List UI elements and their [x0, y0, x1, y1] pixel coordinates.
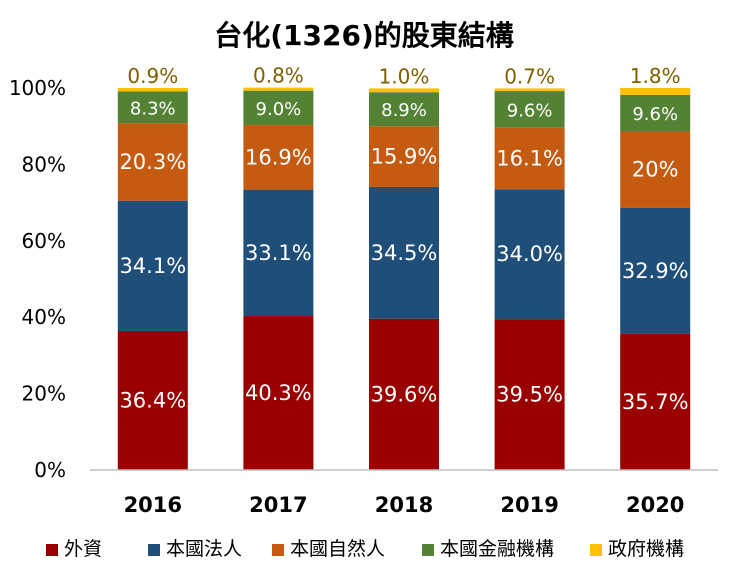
data-label: 32.9%: [622, 259, 689, 283]
data-label: 1.8%: [630, 64, 681, 88]
bar-segment: [620, 333, 691, 470]
bar-segment: [117, 200, 188, 331]
bar-segment: [494, 127, 565, 190]
data-label: 0.8%: [253, 64, 304, 88]
data-label: 8.3%: [130, 98, 176, 119]
bar-segment: [369, 318, 439, 470]
x-axis: 2016 2017 2018 2019 2020: [90, 469, 718, 517]
bar-segment: [243, 125, 314, 190]
bar-segment: [494, 91, 565, 128]
x-tick-label: 2018: [375, 493, 433, 517]
legend-swatch: [272, 544, 284, 556]
bar-segment: [620, 207, 691, 334]
data-label: 34.0%: [496, 242, 563, 266]
data-label: 39.6%: [371, 382, 438, 406]
y-tick-label: 80%: [22, 152, 66, 176]
y-tick-label: 60%: [22, 229, 66, 253]
data-label: 20%: [632, 158, 679, 182]
data-label: 1.0%: [379, 64, 430, 88]
y-tick-label: 0%: [34, 458, 66, 482]
bar-segment: [369, 92, 439, 127]
legend-swatch: [46, 544, 58, 556]
data-label: 40.3%: [245, 381, 312, 405]
data-label: 20.3%: [119, 150, 186, 174]
legend-swatch: [148, 544, 160, 556]
data-label: 36.4%: [119, 388, 186, 412]
x-tick-label: 2016: [124, 493, 182, 517]
legend-swatch: [422, 544, 434, 556]
data-label: 8.9%: [381, 100, 427, 121]
legend-label: 本國金融機構: [440, 538, 554, 560]
bars: 36.4% 34.1% 20.3% 8.3% 0.9% 40.3% 33.1% 16.9% 9.…: [117, 64, 691, 470]
data-label: 34.1%: [119, 254, 186, 278]
x-tick-label: 2017: [249, 493, 307, 517]
bar-segment: [117, 330, 188, 470]
data-label: 16.9%: [245, 145, 312, 169]
bar-segment: [494, 319, 565, 470]
bar-segment: [620, 94, 691, 132]
legend-label: 本國法人: [166, 538, 242, 560]
bar-segment: [243, 189, 314, 317]
data-label: 9.6%: [507, 100, 553, 121]
bar-segment: [117, 123, 188, 201]
legend-label: 本國自然人: [290, 538, 385, 560]
x-tick-label: 2020: [626, 493, 684, 517]
data-label: 9.6%: [632, 104, 678, 125]
y-tick-label: 100%: [9, 76, 66, 100]
data-label: 9.0%: [256, 99, 302, 120]
x-tick-label: 2019: [500, 493, 558, 517]
legend-label: 政府機構: [608, 538, 684, 560]
bar-segment: [117, 88, 188, 92]
bar-segment: [620, 131, 691, 208]
data-label: 39.5%: [496, 383, 563, 407]
legend: 外資 本國法人 本國自然人 本國金融機構 政府機構: [46, 538, 684, 560]
bar-segment: [243, 87, 314, 91]
bar-segment: [494, 189, 565, 320]
bar-segment: [117, 91, 188, 124]
bar-segment: [369, 88, 439, 93]
data-label: 0.7%: [504, 64, 555, 88]
data-label: 16.1%: [496, 146, 563, 170]
bar-segment: [620, 88, 691, 95]
bar-segment: [494, 88, 565, 92]
legend-label: 外資: [64, 538, 102, 560]
bar-segment: [243, 316, 314, 470]
bar-segment: [369, 186, 439, 319]
data-label: 15.9%: [371, 145, 438, 169]
y-tick-label: 20%: [22, 382, 66, 406]
legend-swatch: [590, 544, 602, 556]
data-label: 34.5%: [371, 241, 438, 265]
y-axis: 0% 20% 40% 60% 80% 100%: [9, 76, 66, 482]
y-tick-label: 40%: [22, 305, 66, 329]
bar-segment: [243, 90, 314, 126]
data-label: 35.7%: [622, 390, 689, 414]
data-label: 33.1%: [245, 241, 312, 265]
chart-title: 台化(1326)的股東結構: [214, 19, 514, 52]
data-label: 0.9%: [127, 64, 178, 88]
bar-segment: [369, 126, 439, 187]
